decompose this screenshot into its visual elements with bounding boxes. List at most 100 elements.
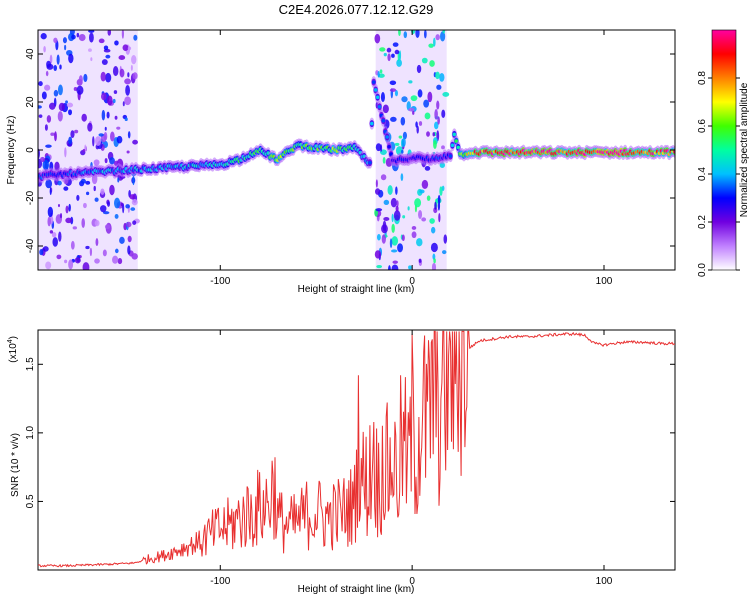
noise-blob <box>64 147 67 158</box>
x-tick-label: 0 <box>409 576 415 587</box>
spectrogram-signal-layer <box>38 76 675 184</box>
noise-blob <box>424 30 427 39</box>
noise-blob <box>118 55 126 61</box>
noise-blob <box>119 236 125 244</box>
noise-blob <box>438 212 441 223</box>
track-core <box>368 160 372 165</box>
noise-blob <box>382 104 389 114</box>
noise-blob <box>414 198 422 208</box>
y-tick-label: -20 <box>25 190 36 205</box>
noise-blob <box>376 233 381 241</box>
noise-blob <box>398 30 401 37</box>
noise-blob <box>387 53 391 62</box>
noise-blob <box>65 217 72 224</box>
noise-blob <box>126 150 130 154</box>
noise-blob <box>127 131 131 139</box>
y-tick-label: 1.5 <box>25 357 36 371</box>
noise-blob <box>394 142 400 146</box>
noise-blob <box>418 209 423 220</box>
noise-blob <box>423 99 430 108</box>
noise-blob <box>49 54 53 64</box>
noise-blob <box>89 247 93 257</box>
noise-blob <box>104 158 108 164</box>
noise-blob <box>53 64 58 72</box>
noise-blob <box>391 213 394 223</box>
noise-blob <box>81 218 85 228</box>
noise-blob <box>87 122 93 132</box>
noise-blob <box>49 230 54 234</box>
x-tick-label: 100 <box>596 276 613 287</box>
noise-blob <box>424 166 431 171</box>
noise-blob <box>375 179 378 188</box>
noise-blob <box>94 219 100 227</box>
noise-blob <box>114 197 121 209</box>
noise-blob <box>100 188 105 195</box>
noise-blob <box>117 177 120 183</box>
noise-blob <box>416 238 423 247</box>
noise-blob <box>88 30 95 33</box>
snr-series-line <box>38 330 675 568</box>
noise-blob <box>70 240 75 250</box>
noise-blob <box>442 30 446 34</box>
noise-blob <box>114 115 118 120</box>
noise-blob <box>50 132 55 136</box>
noise-blob <box>131 55 137 65</box>
spectrogram-x-ticks: -100 0 100 <box>210 30 613 287</box>
noise-blob <box>81 113 87 122</box>
x-tick-label: 0 <box>409 276 415 287</box>
noise-blob <box>132 220 137 225</box>
noise-blob <box>46 115 52 123</box>
noise-blob <box>116 126 121 130</box>
noise-blob <box>377 70 380 78</box>
noise-blob <box>430 242 438 253</box>
noise-blob <box>102 249 107 257</box>
noise-blob <box>418 121 423 126</box>
y-tick-label: -40 <box>25 238 36 253</box>
noise-blob <box>391 249 398 253</box>
colorbar-label: Normalized spectral amplitude <box>739 82 750 217</box>
noise-blob <box>375 188 381 195</box>
noise-blob <box>56 254 62 260</box>
snr-x-label: Height of straight line (km) <box>298 584 415 595</box>
noise-blob <box>47 206 54 218</box>
noise-blob <box>410 95 418 102</box>
snr-y-label: SNR (10 * v/v) <box>10 433 21 497</box>
noise-blob <box>383 217 390 221</box>
noise-blob <box>103 45 109 51</box>
noise-blob <box>400 116 406 126</box>
noise-blob <box>434 109 438 120</box>
snr-multiplier-exponent: 4 <box>7 339 14 343</box>
noise-blob <box>129 194 136 200</box>
y-tick-label: 20 <box>25 96 36 108</box>
noise-blob <box>83 202 87 209</box>
noise-blob <box>391 223 395 233</box>
noise-blob <box>441 109 446 119</box>
snr-y-ticks: 0.5 1.0 1.5 <box>25 357 675 508</box>
noise-blob <box>424 112 431 120</box>
noise-blob <box>93 159 100 166</box>
noise-blob <box>112 66 119 77</box>
y-tick-label: 1.0 <box>25 425 36 439</box>
noise-blob <box>41 91 47 100</box>
noise-blob <box>374 250 382 259</box>
track-core <box>375 95 380 100</box>
snr-x-ticks: -100 0 100 <box>210 330 613 587</box>
track-core <box>371 80 376 84</box>
noise-blob <box>133 34 138 41</box>
colorbar: 0.0 0.2 0.4 0.6 0.8 Normalized spectral ampl… <box>697 29 750 277</box>
noise-blob <box>85 191 90 196</box>
noise-blob <box>124 117 128 122</box>
noise-blob <box>127 235 132 243</box>
noise-blob <box>428 43 434 48</box>
colorbar-tick-label: 0.0 <box>697 263 708 277</box>
noise-blob <box>408 265 412 270</box>
track-core <box>452 132 457 137</box>
noise-blob <box>374 33 381 44</box>
noise-blob <box>435 71 440 80</box>
noise-blob <box>386 47 392 53</box>
noise-blob <box>411 231 417 239</box>
noise-blob <box>101 59 108 65</box>
noise-blob <box>120 202 124 207</box>
svg-text:(x104): (x104) <box>7 336 19 363</box>
noise-blob <box>440 31 446 42</box>
